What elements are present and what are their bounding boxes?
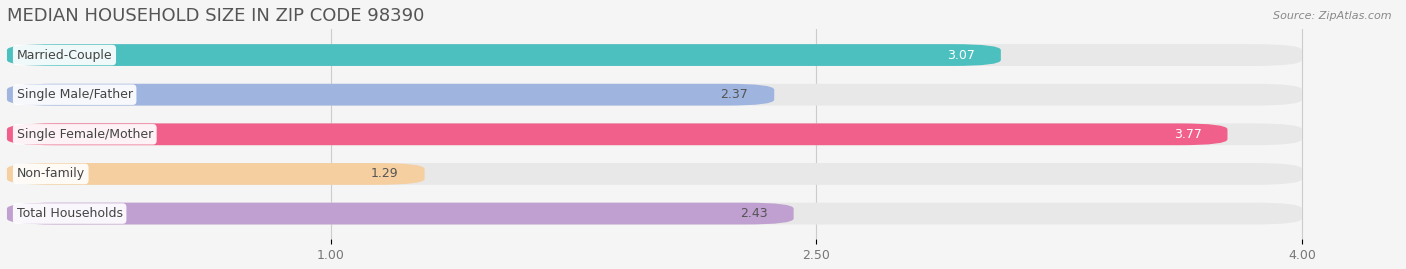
- Text: 2.37: 2.37: [720, 88, 748, 101]
- Text: 3.07: 3.07: [948, 48, 974, 62]
- FancyBboxPatch shape: [7, 84, 775, 105]
- Text: 1.29: 1.29: [371, 167, 399, 180]
- FancyBboxPatch shape: [7, 203, 793, 224]
- Text: Source: ZipAtlas.com: Source: ZipAtlas.com: [1274, 11, 1392, 21]
- FancyBboxPatch shape: [7, 44, 1302, 66]
- FancyBboxPatch shape: [7, 44, 1001, 66]
- Text: Total Households: Total Households: [17, 207, 122, 220]
- FancyBboxPatch shape: [7, 123, 1227, 145]
- FancyBboxPatch shape: [7, 203, 1302, 224]
- Text: Married-Couple: Married-Couple: [17, 48, 112, 62]
- FancyBboxPatch shape: [7, 84, 1302, 105]
- FancyBboxPatch shape: [7, 163, 425, 185]
- FancyBboxPatch shape: [7, 163, 1302, 185]
- Text: Single Male/Father: Single Male/Father: [17, 88, 132, 101]
- Text: 2.43: 2.43: [740, 207, 768, 220]
- Text: 3.77: 3.77: [1174, 128, 1202, 141]
- Text: MEDIAN HOUSEHOLD SIZE IN ZIP CODE 98390: MEDIAN HOUSEHOLD SIZE IN ZIP CODE 98390: [7, 7, 425, 25]
- Text: Single Female/Mother: Single Female/Mother: [17, 128, 153, 141]
- Text: Non-family: Non-family: [17, 167, 84, 180]
- FancyBboxPatch shape: [7, 123, 1302, 145]
